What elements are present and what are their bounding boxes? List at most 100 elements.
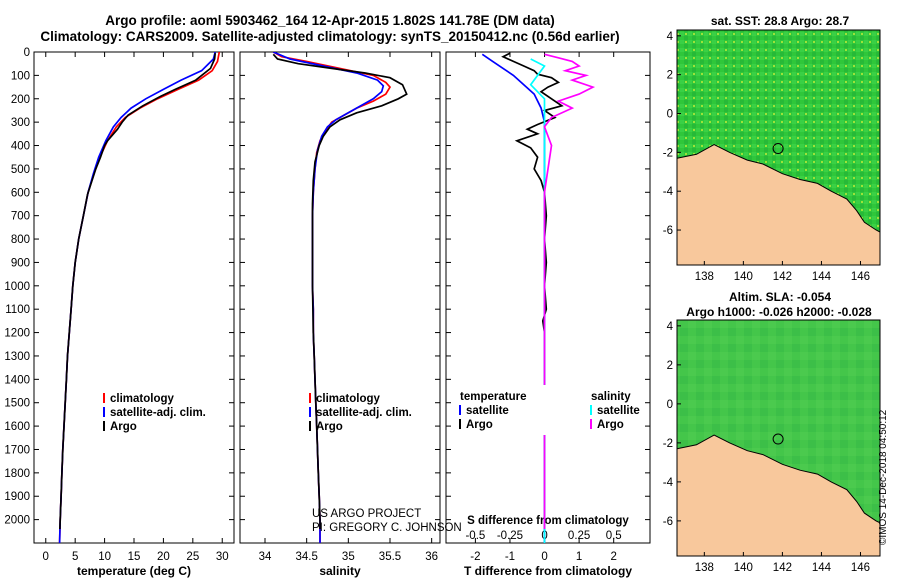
series-t-argo xyxy=(501,52,564,529)
series-satellite-adj-clim- xyxy=(272,52,385,543)
panel-frame xyxy=(445,51,651,544)
y-tick-label: 1100 xyxy=(5,304,30,316)
legend-title: salinity xyxy=(591,391,631,403)
series-argo xyxy=(272,53,408,529)
y-tick-label: 0 xyxy=(24,47,30,59)
map-x-tick-label: 144 xyxy=(812,562,832,574)
sst-map-title: sat. SST: 28.8 Argo: 28.7 xyxy=(710,14,850,28)
map-y-tick-label: -4 xyxy=(663,477,674,489)
x-tick-label: 35.5 xyxy=(379,551,401,563)
x-tick-label: 34.5 xyxy=(295,551,317,563)
sla-map: 4 2 0 -2 -4 -6 138 140 142 144 146 xyxy=(663,319,881,574)
y-tick-label: 1400 xyxy=(4,374,30,386)
map-frame xyxy=(676,29,881,266)
land-new-guinea xyxy=(677,144,880,265)
legend-label: satellite xyxy=(597,405,640,417)
plot-title-line-1: Argo profile: aoml 5903462_164 12-Apr-20… xyxy=(105,13,555,28)
credits: US ARGO PROJECT PI: GREGORY C. JOHNSON xyxy=(312,508,462,534)
y-tick-label: 500 xyxy=(11,164,30,176)
map-y-tick-label: -6 xyxy=(663,516,673,528)
imos-credit: ©IMOS 14-Dec-2018 04:50:12 xyxy=(878,409,889,545)
y-tick-label: 2000 xyxy=(4,515,30,527)
y-tick-label: 200 xyxy=(11,94,30,106)
legend-label: Argo xyxy=(466,419,493,431)
map-x-tick-label: 146 xyxy=(851,271,870,283)
x-axis-label: salinity xyxy=(319,564,361,578)
y-tick-label: 1700 xyxy=(4,444,30,456)
map-y-tick-label: -2 xyxy=(663,147,673,159)
legend-label: climatology xyxy=(110,393,175,405)
x-tick-label: 35 xyxy=(342,551,355,563)
y-tick-label: 1200 xyxy=(4,328,30,340)
plot-title-line-2: Climatology: CARS2009. Satellite-adjuste… xyxy=(40,29,620,44)
panel-3: -2 -1 0 1 2-0.5 -0.25 0 0.25 0.5S difference fro… xyxy=(445,51,651,578)
map-x-tick-label: 142 xyxy=(773,271,792,283)
sst-map: 4 2 0 -2 -4 -6 138 140 142 144 146 xyxy=(663,29,881,283)
s-tick-label: -0.25 xyxy=(497,530,523,542)
series-s-argo xyxy=(543,53,596,529)
map-y-tick-label: 2 xyxy=(667,70,673,82)
legend-label: satellite-adj. clim. xyxy=(316,407,412,419)
map-y-tick-label: -4 xyxy=(663,186,674,198)
legend-background xyxy=(454,385,604,435)
map-y-tick-label: 4 xyxy=(667,31,674,43)
legend-label: satellite-adj. clim. xyxy=(110,407,206,419)
map-x-tick-label: 142 xyxy=(773,562,792,574)
y-tick-label: 1300 xyxy=(4,351,30,363)
pi-credit: PI: GREGORY C. JOHNSON xyxy=(312,522,462,534)
profile-location-marker xyxy=(772,433,784,445)
series-argo xyxy=(59,53,217,530)
map-x-tick-label: 146 xyxy=(851,562,870,574)
y-tick-label: 1800 xyxy=(4,468,30,480)
map-x-tick-label: 138 xyxy=(695,562,714,574)
y-tick-label: 600 xyxy=(11,187,30,199)
legend-label: Argo xyxy=(110,421,137,433)
x-tick-label: 34 xyxy=(259,551,272,563)
x-tick-label: 1 xyxy=(576,551,582,563)
series-satellite-adj-clim- xyxy=(58,52,217,543)
x-tick-label: -2 xyxy=(470,551,480,563)
map-y-tick-label: 0 xyxy=(667,109,673,121)
y-tick-label: 1500 xyxy=(4,398,30,410)
x-tick-label: 0 xyxy=(43,551,49,563)
legend-label: satellite xyxy=(466,405,509,417)
panel-frame xyxy=(239,51,441,544)
x-tick-label: 36 xyxy=(425,551,438,563)
panel-1: 0100200300400500600700800900100011001200… xyxy=(4,47,235,578)
y-tick-label: 100 xyxy=(11,70,30,82)
x-tick-label: 20 xyxy=(157,551,170,563)
legend-title: temperature xyxy=(460,391,526,403)
panel-2: 34 34.5 35 35.5 36 salinity climatology satelli… xyxy=(239,51,441,578)
x-tick-label: 15 xyxy=(128,551,141,563)
map-x-tick-label: 140 xyxy=(734,562,753,574)
x-tick-label: -1 xyxy=(505,551,515,563)
series-s-satellite xyxy=(529,58,546,543)
s-axis-label: S difference from climatology xyxy=(467,515,629,527)
map-x-tick-label: 138 xyxy=(695,271,714,283)
x-axis-label: temperature (deg C) xyxy=(77,564,191,578)
x-tick-label: 0 xyxy=(541,551,547,563)
y-tick-label: 1600 xyxy=(4,421,30,433)
panel-frame xyxy=(33,51,235,544)
x-axis-label: T difference from climatology xyxy=(464,564,632,578)
map-y-tick-label: 2 xyxy=(667,360,673,372)
map-y-tick-label: 4 xyxy=(667,321,674,333)
legend-label: Argo xyxy=(597,419,624,431)
x-tick-label: 10 xyxy=(98,551,111,563)
argo-height-title: Argo h1000: -0.026 h2000: -0.028 xyxy=(686,305,872,319)
y-tick-label: 1000 xyxy=(4,281,30,293)
legend-label: climatology xyxy=(316,393,381,405)
map-frame xyxy=(676,319,881,557)
s-tick-label: 0.25 xyxy=(568,530,590,542)
y-tick-label: 300 xyxy=(11,117,30,129)
y-tick-label: 1900 xyxy=(4,491,30,503)
map-x-tick-label: 140 xyxy=(734,271,753,283)
y-tick-label: 400 xyxy=(11,141,30,153)
series-climatology xyxy=(58,52,221,543)
x-tick-label: 5 xyxy=(72,551,78,563)
profile-location-marker xyxy=(772,143,784,155)
map-y-tick-label: -6 xyxy=(663,225,673,237)
y-tick-label: 700 xyxy=(11,211,30,223)
y-tick-label: 900 xyxy=(11,257,30,269)
